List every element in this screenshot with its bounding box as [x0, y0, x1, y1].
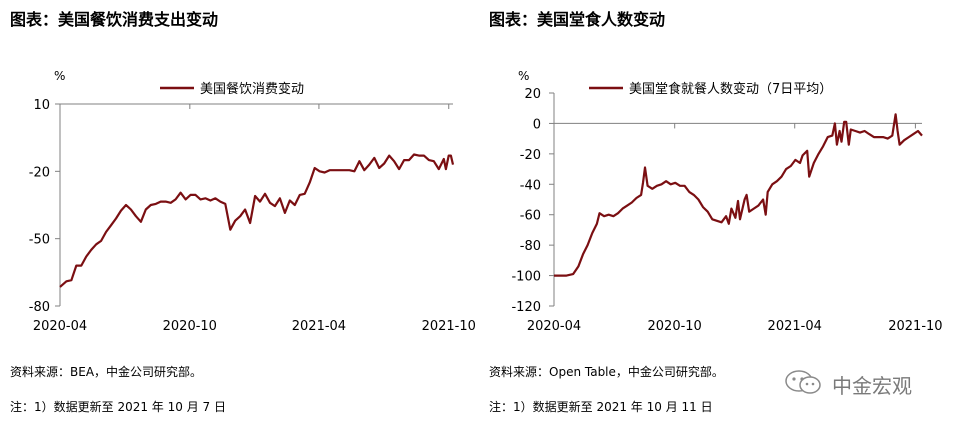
y-unit-label: %	[54, 69, 65, 83]
x-tick-label: 2021-10	[422, 319, 476, 334]
line-chart-food-spending: 10 -20 -50 -80% 2020-04 2020-10 2021-04 2021-10…	[29, 69, 476, 334]
chart-panel-dine-in: 图表：美国堂食人数变动 20 0 -20 -40 -60 -80 -100 -120% 2020…	[479, 0, 958, 423]
chart-panel-food-spending: 图表：美国餐饮消费支出变动 10 -20 -50 -80% 2020-04 2020-10…	[0, 0, 478, 423]
wechat-icon	[785, 370, 821, 394]
chart-source: 资料来源：BEA，中金公司研究部。	[10, 365, 203, 379]
y-tick-label: -20	[520, 148, 541, 163]
x-tick-label: 2020-10	[163, 319, 217, 334]
y-tick-label: -80	[520, 239, 541, 254]
y-tick-label: 10	[33, 98, 50, 113]
line-chart-dine-in: 20 0 -20 -40 -60 -80 -100 -120% 2020-04 2020-10 20…	[511, 69, 942, 334]
y-tick-label: -120	[511, 300, 541, 315]
watermark: 中金宏观	[780, 368, 955, 398]
chart-title: 图表：美国餐饮消费支出变动	[10, 10, 219, 29]
y-tick-label: 0	[533, 117, 541, 132]
legend-label: 美国堂食就餐人数变动（7日平均）	[629, 81, 832, 97]
y-unit-label: %	[518, 69, 529, 83]
y-tick-label: -50	[29, 233, 50, 248]
x-tick-label: 2021-04	[768, 319, 822, 334]
series-line	[59, 153, 455, 288]
y-tick-label: 20	[524, 87, 541, 102]
chart-source: 资料来源：Open Table，中金公司研究部。	[489, 365, 724, 379]
x-tick-label: 2021-04	[292, 319, 346, 334]
y-tick-label: -60	[520, 209, 541, 224]
y-tick-label: -20	[29, 165, 50, 180]
x-tick-label: 2020-04	[33, 319, 87, 334]
y-tick-label: -80	[29, 300, 50, 315]
watermark-text: 中金宏观	[832, 374, 912, 398]
y-tick-label: -40	[520, 178, 541, 193]
series-line	[554, 113, 923, 277]
chart-title: 图表：美国堂食人数变动	[489, 10, 666, 29]
x-tick-label: 2021-10	[888, 319, 942, 334]
x-tick-label: 2020-04	[527, 319, 581, 334]
chart-note: 注：1）数据更新至 2021 年 10 月 7 日	[10, 400, 226, 414]
chart-note: 注：1）数据更新至 2021 年 10 月 11 日	[489, 400, 713, 414]
x-tick-label: 2020-10	[648, 319, 702, 334]
y-tick-label: -100	[511, 270, 541, 285]
legend-label: 美国餐饮消费变动	[200, 81, 304, 97]
